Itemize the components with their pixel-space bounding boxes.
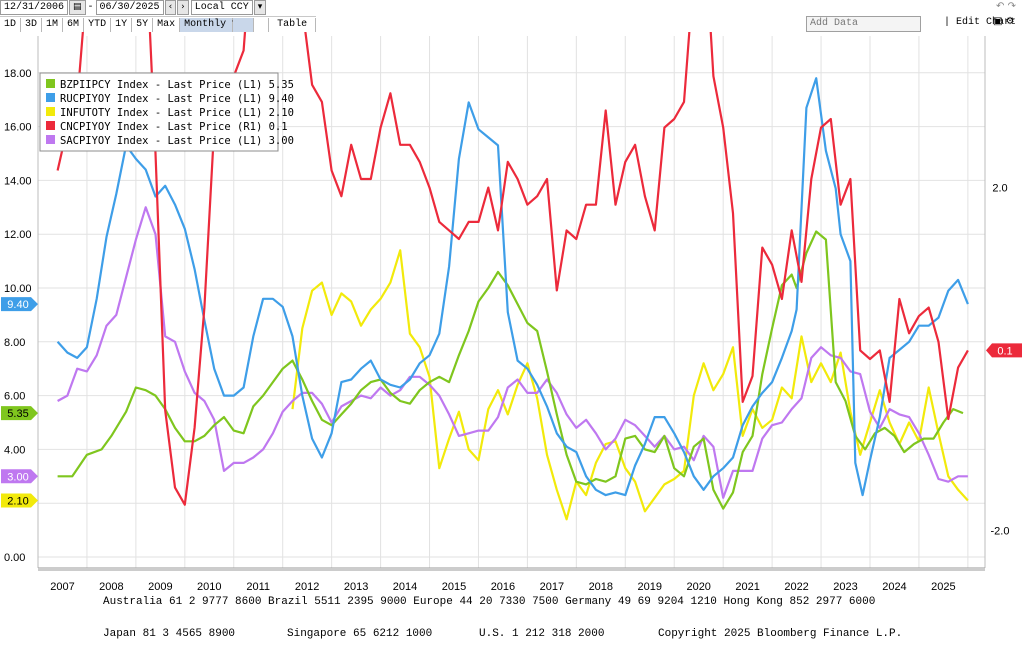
- prev-period-icon[interactable]: ‹: [164, 0, 177, 15]
- footer-contact-japan: Japan 81 3 4565 8900: [103, 628, 236, 640]
- settings-icon[interactable]: ⚙: [1005, 16, 1015, 27]
- frequency-label: Monthly: [184, 18, 227, 30]
- period-row: 1D 3D 1M 6M YTD 1Y 5Y Max Monthly ▼ Tabl…: [0, 16, 317, 32]
- line-chart: 2007 2008 2009 2010 2011 2012 2013 2014 2015 2016…: [1, 32, 1022, 593]
- last-value-tag: [1, 469, 38, 484]
- x-tick-label: 2017: [540, 581, 564, 593]
- chart-toolbar: 12/31/2006 ▤ - 06/30/2025 ‹ › Local CCY …: [0, 0, 1024, 32]
- legend-swatch: [46, 121, 55, 130]
- x-tick-label: 2025: [931, 581, 955, 593]
- legend-swatch: [46, 79, 55, 88]
- left-axis-tick-label: 10.00: [4, 283, 32, 295]
- undo-icon[interactable]: ↶: [996, 1, 1005, 12]
- x-tick-label: 2012: [295, 581, 319, 593]
- start-date-field[interactable]: 12/31/2006: [0, 0, 69, 15]
- toolbar-spacer: [254, 17, 270, 32]
- right-axis-tick-label: 2.0: [992, 183, 1007, 195]
- last-value-tag: [1, 406, 38, 421]
- legend-box: [39, 72, 279, 152]
- x-tick-label: 2013: [344, 581, 368, 593]
- x-tick-label: 2023: [833, 581, 857, 593]
- left-axis-tick-label: 14.00: [4, 175, 32, 187]
- x-tick-label: 2009: [148, 581, 172, 593]
- last-value-label: 0.1: [997, 345, 1012, 357]
- x-tick-label: 2022: [784, 581, 808, 593]
- footer-contact-us: U.S. 1 212 318 2000: [479, 628, 605, 640]
- export-icon[interactable]: ▣: [993, 16, 1003, 27]
- legend-label: BZPIIPCY Index - Last Price (L1) 5.35: [60, 79, 294, 91]
- end-date-field[interactable]: 06/30/2025: [95, 0, 164, 15]
- left-axis-tick-label: 8.00: [4, 337, 25, 349]
- redo-icon[interactable]: ↷: [1007, 1, 1016, 12]
- pipe-icon: |: [944, 17, 957, 28]
- period-button[interactable]: 6M: [63, 17, 85, 32]
- next-period-icon[interactable]: ›: [177, 0, 189, 15]
- x-tick-label: 2014: [393, 581, 417, 593]
- x-tick-label: 2008: [99, 581, 123, 593]
- period-button[interactable]: 1M: [42, 17, 64, 32]
- last-value-tag: [1, 297, 38, 312]
- legend-label: CNCPIYOY Index - Last Price (R1) 0.1: [60, 121, 288, 133]
- series-line: [57, 206, 968, 499]
- chart-icons: ▣ ⚙: [993, 16, 1015, 27]
- date-separator: -: [87, 2, 94, 13]
- undo-redo-icons: ↶ ↷: [996, 1, 1016, 12]
- legend-swatch: [46, 107, 55, 116]
- left-axis-tick-label: 12.00: [4, 229, 32, 241]
- left-axis-tick-label: 16.00: [4, 122, 32, 134]
- edit-chart-button[interactable]: | Edit Chart: [944, 16, 1016, 30]
- legend-swatch: [46, 135, 55, 144]
- currency-select[interactable]: Local CCY: [190, 0, 253, 15]
- period-button[interactable]: 1Y: [111, 17, 133, 32]
- x-tick-label: 2018: [589, 581, 613, 593]
- series-line: [56, 77, 969, 497]
- calendar-icon[interactable]: ▤: [69, 0, 86, 15]
- footer-contacts-line1: Australia 61 2 9777 8600 Brazil 5511 239…: [103, 596, 876, 608]
- last-value-label: 3.00: [7, 471, 28, 483]
- x-tick-label: 2019: [638, 581, 662, 593]
- frequency-select[interactable]: Monthly ▼: [180, 17, 238, 32]
- footer-copyright: Copyright 2025 Bloomberg Finance L.P.: [658, 628, 903, 640]
- x-tick-label: 2007: [50, 581, 74, 593]
- table-button[interactable]: Table: [269, 17, 317, 32]
- legend-swatch: [46, 93, 55, 102]
- period-button[interactable]: YTD: [84, 17, 112, 32]
- edit-chart-label: Edit Chart: [956, 17, 1017, 28]
- x-tick-label: 2011: [246, 581, 270, 593]
- add-data-input[interactable]: Add Data: [806, 16, 921, 32]
- period-button[interactable]: 5Y: [132, 17, 154, 32]
- last-value-label: 2.10: [7, 496, 28, 508]
- right-axis-tick-label: -2.0: [991, 525, 1010, 537]
- legend-label: SACPIYOY Index - Last Price (L1) 3.00: [60, 135, 294, 147]
- x-tick-label: 2010: [197, 581, 221, 593]
- legend-label: INFUTOTY Index - Last Price (L1) 2.10: [60, 107, 294, 119]
- footer-contact-singapore: Singapore 65 6212 1000: [287, 628, 433, 640]
- x-tick-label: 2015: [442, 581, 466, 593]
- last-value-tag: [1, 493, 38, 508]
- series-line: [57, 230, 964, 510]
- left-axis-tick-label: 6.00: [4, 391, 25, 403]
- last-value-tag: [986, 343, 1022, 358]
- currency-dropdown-icon[interactable]: ▾: [253, 0, 267, 15]
- series-line: [56, 32, 969, 506]
- x-tick-label: 2020: [686, 581, 710, 593]
- period-button[interactable]: 3D: [21, 17, 43, 32]
- x-tick-label: 2021: [735, 581, 759, 593]
- left-axis-tick-label: 0.00: [4, 552, 25, 564]
- chart-type-button[interactable]: [233, 17, 255, 32]
- left-axis-tick-label: 4.00: [4, 444, 25, 456]
- last-value-label: 5.35: [7, 408, 28, 420]
- period-button[interactable]: Max: [153, 17, 181, 32]
- left-axis-tick-label: 18.00: [4, 68, 32, 80]
- last-value-label: 9.40: [7, 299, 28, 311]
- legend-label: RUCPIYOY Index - Last Price (L1) 9.40: [60, 93, 294, 105]
- x-tick-label: 2016: [491, 581, 515, 593]
- date-range-row: 12/31/2006 ▤ - 06/30/2025 ‹ › Local CCY …: [0, 0, 267, 15]
- x-tick-label: 2024: [882, 581, 906, 593]
- period-button[interactable]: 1D: [0, 17, 22, 32]
